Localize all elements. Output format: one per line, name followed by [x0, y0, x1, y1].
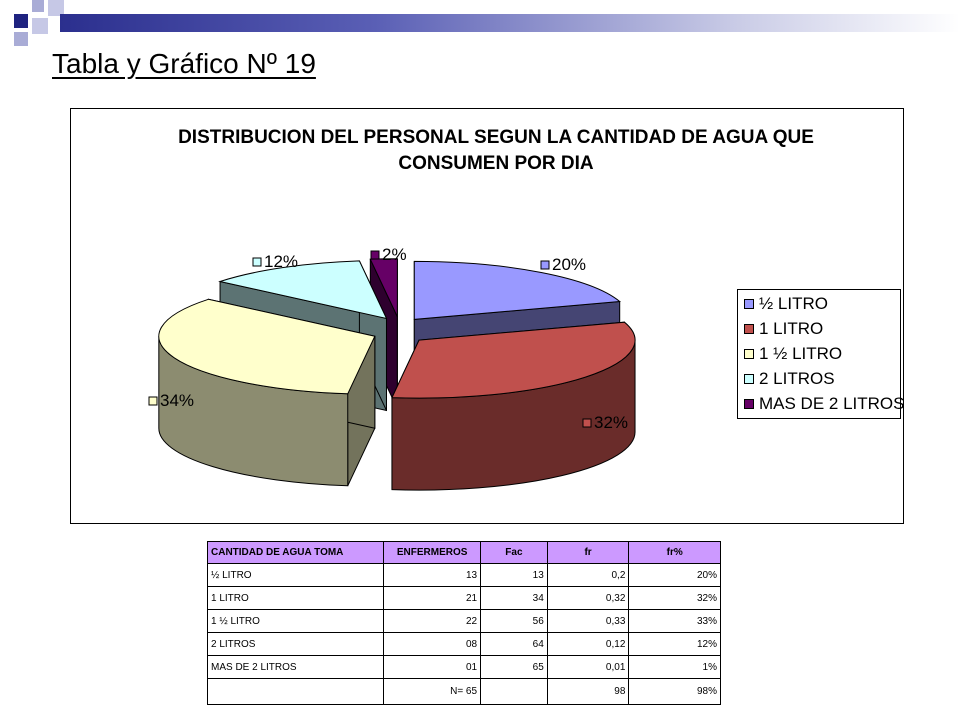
- table-cell: 34: [480, 586, 548, 610]
- header-bar: [60, 14, 960, 32]
- legend-swatch: [744, 324, 754, 334]
- table-cell: 1 LITRO: [206, 586, 385, 610]
- table-cell: MAS DE 2 LITROS: [206, 655, 385, 679]
- table-row: MAS DE 2 LITROS 01 65 0,01 1%: [206, 655, 721, 679]
- chart-title-line-2: CONSUMEN POR DIA: [398, 153, 594, 174]
- legend-swatch: [744, 349, 754, 359]
- legend-label: ½ LITRO: [759, 294, 828, 313]
- column-header: ENFERMEROS: [383, 541, 482, 564]
- pie-slice: [413, 260, 621, 320]
- table-cell: [480, 678, 548, 705]
- column-header: fr: [546, 541, 630, 564]
- table-cell: 0,01: [546, 655, 630, 679]
- table-cell: N= 65: [383, 678, 482, 705]
- table-cell: 0,12: [546, 632, 630, 656]
- pie-slice: [391, 321, 636, 399]
- accent-square-light: [48, 0, 64, 16]
- data-table: CANTIDAD DE AGUA TOMA ENFERMEROS Fac fr …: [206, 541, 721, 705]
- legend-label: 1 LITRO: [759, 319, 824, 338]
- data-label-swatch: [148, 396, 158, 406]
- table-cell: 56: [480, 609, 548, 633]
- data-label: 34%: [160, 391, 194, 410]
- table-cell: 0,33: [546, 609, 630, 633]
- table-cell: 20%: [628, 563, 721, 587]
- table-cell: 64: [480, 632, 548, 656]
- chart-frame: DISTRIBUCION DEL PERSONAL SEGUN LA CANTI…: [70, 108, 904, 524]
- legend-item: MAS DE 2 LITROS: [744, 392, 904, 416]
- table-cell: 98%: [628, 678, 721, 705]
- legend-label: MAS DE 2 LITROS: [759, 394, 905, 413]
- table-cell: 0,32: [546, 586, 630, 610]
- table-row: 2 LITROS 08 64 0,12 12%: [206, 632, 721, 656]
- data-label-swatch: [370, 250, 380, 260]
- pie-slice: [158, 298, 376, 395]
- legend-swatch: [744, 299, 754, 309]
- table-row: 1 LITRO 21 34 0,32 32%: [206, 586, 721, 610]
- chart-title-line-1: DISTRIBUCION DEL PERSONAL SEGUN LA CANTI…: [178, 127, 814, 148]
- accent-square-light: [14, 32, 28, 46]
- table-cell: 2 LITROS: [206, 632, 385, 656]
- pie-chart: DISTRIBUCION DEL PERSONAL SEGUN LA CANTI…: [148, 127, 814, 491]
- table-cell: 01: [383, 655, 482, 679]
- table-cell: 1%: [628, 655, 721, 679]
- legend-label: 2 LITROS: [759, 369, 835, 388]
- table-header-row: CANTIDAD DE AGUA TOMA ENFERMEROS Fac fr …: [206, 541, 721, 564]
- legend-item: ½ LITRO: [744, 292, 828, 316]
- table-cell: 08: [383, 632, 482, 656]
- legend-swatch: [744, 374, 754, 384]
- accent-square-light: [32, 0, 44, 12]
- data-label: 20%: [552, 255, 586, 274]
- legend-item: 2 LITROS: [744, 367, 835, 391]
- data-label: 12%: [264, 252, 298, 271]
- legend-item: 1 ½ LITRO: [744, 342, 842, 366]
- table-cell: 21: [383, 586, 482, 610]
- legend-swatch: [744, 399, 754, 409]
- data-label: 32%: [594, 413, 628, 432]
- table-cell: 98: [546, 678, 630, 705]
- data-label-swatch: [582, 418, 592, 428]
- table-cell: 32%: [628, 586, 721, 610]
- data-label-swatch: [252, 257, 262, 267]
- chart-legend: ½ LITRO 1 LITRO 1 ½ LITRO 2 LITROS MAS DE 2 …: [737, 289, 904, 419]
- accent-square-light: [32, 18, 48, 34]
- data-label-swatch: [540, 260, 550, 270]
- table-total-row: N= 65 98 98%: [206, 678, 721, 705]
- slide-title: Tabla y Gráfico Nº 19: [52, 48, 316, 79]
- pie-slice: [218, 260, 388, 320]
- table-cell: 13: [383, 563, 482, 587]
- column-header: Fac: [480, 541, 548, 564]
- data-label: 2%: [382, 245, 407, 264]
- table-cell: 65: [480, 655, 548, 679]
- table-cell: [206, 678, 385, 705]
- table-cell: 0,2: [546, 563, 630, 587]
- legend-label: 1 ½ LITRO: [759, 344, 843, 363]
- table-cell: 12%: [628, 632, 721, 656]
- table-row: ½ LITRO 13 13 0,2 20%: [206, 563, 721, 587]
- table-row: 1 ½ LITRO 22 56 0,33 33%: [206, 609, 721, 633]
- accent-square-dark: [14, 14, 28, 28]
- table-cell: 22: [383, 609, 482, 633]
- table-cell: ½ LITRO: [206, 563, 385, 587]
- pie-slice: [369, 258, 398, 317]
- table-cell: 1 ½ LITRO: [206, 609, 385, 633]
- column-header: CANTIDAD DE AGUA TOMA: [206, 541, 385, 564]
- column-header: fr%: [628, 541, 721, 564]
- legend-item: 1 LITRO: [744, 317, 823, 341]
- table-cell: 13: [480, 563, 548, 587]
- table-cell: 33%: [628, 609, 721, 633]
